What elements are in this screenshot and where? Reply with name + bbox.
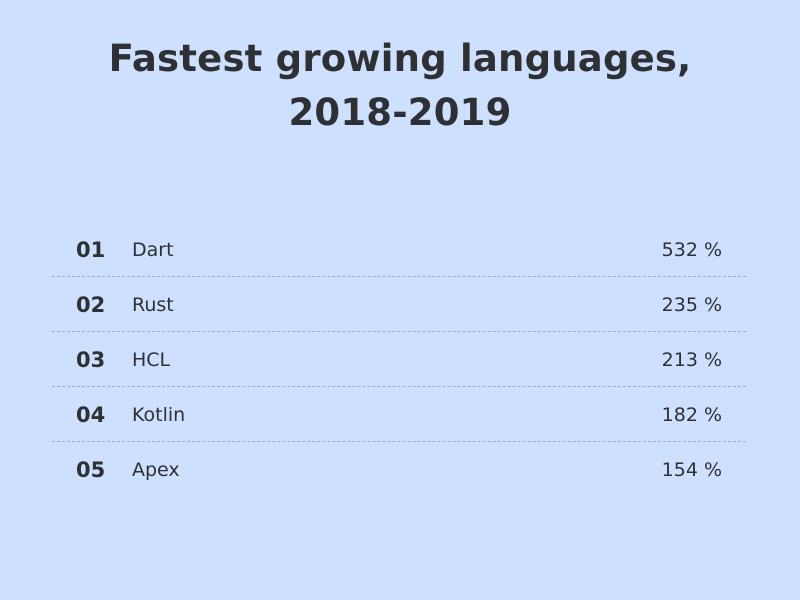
rank-label: 01 <box>76 238 106 262</box>
chart-title-line-1: Fastest growing languages, <box>108 37 692 80</box>
language-label: Kotlin <box>132 404 186 426</box>
rank-label: 04 <box>76 403 106 427</box>
chart-title: Fastest growing languages, 2018-2019 <box>0 32 800 140</box>
table-row: 02 Rust 235 % <box>52 277 746 332</box>
rank-label: 03 <box>76 348 106 372</box>
rank-label: 05 <box>76 458 106 482</box>
table-row: 03 HCL 213 % <box>52 332 746 387</box>
growth-value: 213 % <box>661 349 722 371</box>
language-label: Apex <box>132 459 180 481</box>
language-label: Rust <box>132 294 174 316</box>
ranking-table: 01 Dart 532 % 02 Rust 235 % 03 HCL 213 %… <box>52 222 746 497</box>
rank-label: 02 <box>76 293 106 317</box>
growth-value: 532 % <box>661 239 722 261</box>
table-row: 04 Kotlin 182 % <box>52 387 746 442</box>
language-label: Dart <box>132 239 174 261</box>
table-row: 05 Apex 154 % <box>52 442 746 497</box>
table-row: 01 Dart 532 % <box>52 222 746 277</box>
language-label: HCL <box>132 349 171 371</box>
growth-value: 235 % <box>661 294 722 316</box>
chart-title-line-2: 2018-2019 <box>288 91 512 134</box>
growth-value: 182 % <box>661 404 722 426</box>
growth-value: 154 % <box>661 459 722 481</box>
